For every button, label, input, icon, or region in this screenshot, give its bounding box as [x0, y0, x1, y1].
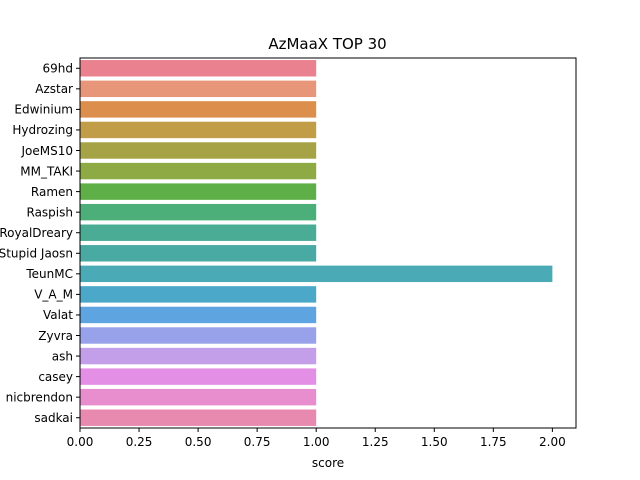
x-tick-label: 1.75 — [480, 435, 507, 449]
bar-hydrozing — [80, 121, 317, 139]
bar-nicbrendon — [80, 388, 317, 406]
y-tick-label: Raspish — [27, 205, 74, 219]
y-tick-label: Edwinium — [14, 103, 73, 117]
bar-stupid-jaosn — [80, 245, 317, 262]
x-axis-ticks: 0.00 0.25 0.50 0.75 1.00 1.25 1.50 1.75 2.00 — [67, 428, 566, 449]
y-tick-label: Zyvra — [38, 329, 73, 343]
y-tick-label: Hydrozing — [12, 123, 73, 137]
x-tick-label: 0.00 — [67, 435, 94, 449]
plot-frame — [79, 57, 577, 429]
bar-ash — [80, 347, 317, 365]
x-tick-label: 2.00 — [539, 435, 566, 449]
y-axis-ticks: 69hd Azstar Edwinium Hydrozing JoeMS10 MM_TAK… — [0, 62, 80, 425]
bar-sadkai — [80, 409, 317, 426]
y-tick-label: RoyalDreary — [0, 226, 73, 240]
y-tick-label: MM_TAKI — [20, 164, 73, 178]
x-tick-label: 1.50 — [421, 435, 448, 449]
y-tick-label: 69hd — [43, 62, 74, 76]
y-tick-label: ash — [52, 349, 73, 363]
y-tick-label: nicbrendon — [6, 390, 73, 404]
x-tick-label: 1.00 — [303, 435, 330, 449]
x-tick-label: 1.25 — [362, 435, 389, 449]
y-tick-label: Ramen — [31, 185, 73, 199]
bar-raspish — [80, 203, 317, 221]
y-tick-label: casey — [38, 370, 73, 384]
bar-edwinium — [80, 101, 317, 118]
y-tick-label: TeunMC — [25, 267, 73, 281]
x-axis-label: score — [312, 456, 344, 470]
x-tick-label: 0.75 — [244, 435, 271, 449]
y-tick-label: Stupid Jaosn — [0, 247, 73, 261]
y-tick-label: sadkai — [34, 411, 73, 425]
bar-teunmc — [80, 265, 553, 283]
bar-69hd — [80, 60, 317, 77]
bar-joems10 — [80, 142, 317, 159]
x-tick-label: 0.50 — [185, 435, 212, 449]
bar-azstar — [80, 80, 317, 98]
bar-ramen — [80, 183, 317, 200]
bar-casey — [80, 368, 317, 385]
bar-mm-taki — [80, 162, 317, 180]
x-tick-label: 0.25 — [126, 435, 153, 449]
bar-zyvra — [80, 327, 317, 344]
y-tick-label: JoeMS10 — [20, 144, 73, 158]
bar-royaldreary — [80, 224, 317, 241]
bar-v-a-m — [80, 286, 317, 303]
y-tick-label: Valat — [43, 308, 73, 322]
chart-title: AzMaaX TOP 30 — [268, 35, 386, 53]
bars-group — [80, 60, 553, 426]
y-tick-label: Azstar — [35, 82, 73, 96]
y-tick-label: V_A_M — [34, 288, 73, 302]
bar-valat — [80, 306, 317, 324]
